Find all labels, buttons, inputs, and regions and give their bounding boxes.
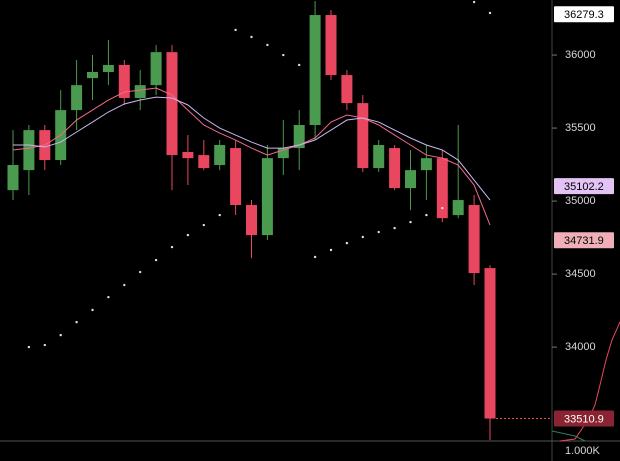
- candle-body: [166, 52, 178, 156]
- y-tick-label: 36000: [565, 49, 596, 61]
- candle-body: [341, 75, 353, 104]
- ma-line: [12, 87, 491, 226]
- y-tick-label: 35000: [565, 195, 596, 207]
- sar-dot: [266, 43, 269, 47]
- y-tick-label: 35500: [565, 122, 596, 134]
- candle-body: [134, 85, 146, 98]
- candle-body: [7, 165, 19, 191]
- sar-dot: [170, 245, 174, 249]
- sar-dot: [282, 53, 285, 57]
- y-tick-label: 34500: [565, 268, 596, 280]
- sar-dot: [75, 320, 78, 324]
- candle-body: [484, 268, 496, 419]
- volume-label: 1.000K: [565, 445, 601, 457]
- ma-line: [13, 96, 491, 201]
- price-tag: [554, 410, 614, 427]
- candle-body: [277, 148, 289, 159]
- price-tag-label: 35102.2: [564, 181, 604, 193]
- y-tick-label: 34000: [565, 341, 596, 353]
- sar-dot: [59, 333, 62, 337]
- depth-line: [551, 430, 586, 442]
- sar-dot: [234, 28, 237, 32]
- sar-dot: [250, 35, 253, 39]
- candle-body: [373, 145, 385, 169]
- candle-body: [214, 145, 226, 166]
- sar-dot: [345, 241, 349, 245]
- depth-line: [559, 321, 620, 442]
- sar-dot: [27, 345, 31, 349]
- price-tag: [554, 178, 614, 195]
- sar-dot: [393, 226, 396, 230]
- sar-dot: [43, 343, 46, 347]
- price-tag: [554, 232, 614, 249]
- sar-dot: [313, 255, 317, 259]
- candle-body: [102, 64, 114, 72]
- candle-body: [452, 200, 464, 216]
- sar-dot: [154, 258, 158, 262]
- sar-dot: [377, 230, 380, 234]
- sar-dot: [441, 206, 444, 210]
- candle-body: [357, 103, 369, 169]
- price-tag-label: 33510.9: [564, 413, 604, 425]
- candle-body: [23, 130, 35, 171]
- sar-dot: [186, 233, 190, 237]
- candle-body: [198, 155, 210, 169]
- sar-dot: [91, 308, 94, 312]
- candle-body: [150, 52, 162, 86]
- sar-dot: [425, 213, 428, 217]
- candle-body: [118, 64, 130, 98]
- sar-dot: [329, 248, 333, 252]
- sar-dot: [123, 283, 126, 287]
- candle-body: [293, 124, 305, 149]
- candle-body: [182, 152, 194, 159]
- candle-body: [420, 158, 432, 171]
- sar-dot: [409, 220, 412, 224]
- candle-body: [246, 205, 257, 236]
- sar-dot: [107, 295, 110, 299]
- candle-body: [325, 15, 337, 76]
- candle-body: [309, 15, 321, 125]
- sar-dot: [202, 223, 205, 227]
- candle-body: [436, 158, 448, 219]
- candle-body: [230, 148, 242, 206]
- candle-body: [389, 148, 401, 189]
- sar-dot: [139, 270, 142, 274]
- price-tag-label: 36279.3: [564, 9, 604, 21]
- sar-dot: [472, 0, 476, 4]
- sar-dot: [361, 235, 364, 239]
- price-tag: [554, 6, 614, 23]
- price-tag-label: 34731.9: [564, 235, 604, 247]
- candle-body: [87, 71, 98, 79]
- sar-dot: [298, 63, 301, 67]
- candle-body: [71, 85, 83, 111]
- sar-dot: [488, 11, 492, 15]
- candle-body: [261, 158, 273, 236]
- candle-body: [405, 170, 416, 189]
- candle-body: [468, 205, 480, 274]
- sar-dot: [218, 213, 221, 217]
